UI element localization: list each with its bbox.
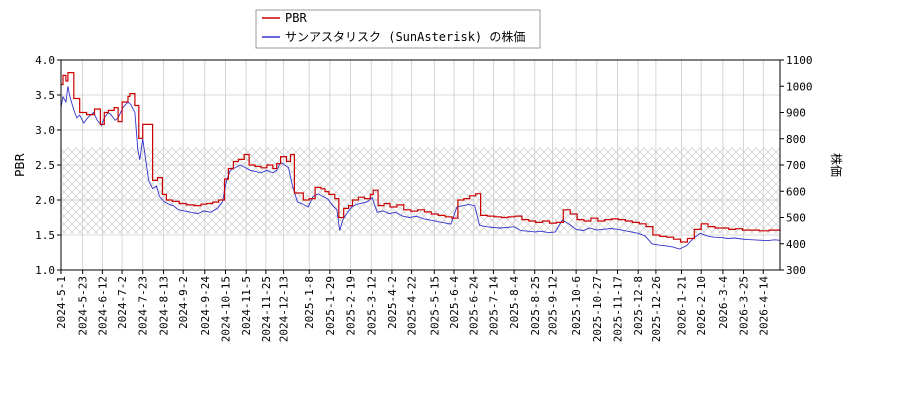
x-tick-label: 2025-6-4 — [448, 276, 461, 329]
x-tick-label: 2025-3-12 — [365, 276, 378, 336]
x-tick-label: 2026-3-25 — [738, 276, 751, 336]
x-tick-label: 2024-5-1 — [55, 276, 68, 329]
x-tick-label: 2024-11-5 — [240, 276, 253, 336]
x-tick-label: 2025-8-4 — [508, 276, 521, 329]
x-tick-label: 2024-5-23 — [77, 276, 90, 336]
x-tick-label: 2026-3-4 — [717, 276, 730, 329]
x-tick-label: 2024-9-2 — [177, 276, 190, 329]
x-tick-label: 2024-10-15 — [219, 276, 232, 342]
x-tick-label: 2026-2-10 — [695, 276, 708, 336]
y-left-tick-label: 1.5 — [35, 229, 55, 242]
y-right-tick-label: 600 — [786, 185, 806, 198]
x-tick-label: 2024-11-25 — [260, 276, 273, 342]
x-tick-label: 2026-1-21 — [676, 276, 689, 336]
x-tick-label: 2024-6-12 — [96, 276, 109, 336]
x-tick-label: 2024-9-24 — [199, 276, 212, 336]
x-tick-label: 2025-10-27 — [591, 276, 604, 342]
x-tick-label: 2025-10-6 — [570, 276, 583, 336]
legend-box — [255, 9, 541, 49]
x-tick-label: 2025-2-19 — [345, 276, 358, 336]
x-tick-label: 2025-1-8 — [303, 276, 316, 329]
legend: PBR サンアスタリスク (SunAsterisk) の株価 — [255, 9, 541, 49]
pbr-range-band — [61, 147, 780, 234]
y-axis-right-title: 株価 — [829, 153, 844, 177]
legend-label-stock-price: サンアスタリスク (SunAsterisk) の株価 — [285, 29, 525, 44]
x-axis-ticks: 2024-5-1 2024-5-23 2024-6-12 2024-7-2 2024-7… — [55, 270, 770, 342]
x-tick-label: 2024-7-2 — [116, 276, 129, 329]
y-left-tick-label: 2.5 — [35, 159, 55, 172]
y-right-tick-label: 700 — [786, 159, 806, 172]
y-left-tick-label: 1.0 — [35, 264, 55, 277]
x-tick-label: 2025-12-26 — [650, 276, 663, 342]
x-tick-label: 2025-7-14 — [487, 276, 500, 336]
y-axis-left-title: PBR — [13, 153, 27, 177]
series-line-pbr — [61, 72, 780, 243]
x-tick-label: 2025-9-12 — [546, 276, 559, 336]
x-tick-label: 2024-8-13 — [157, 276, 170, 336]
x-tick-label: 2026-4-14 — [757, 276, 770, 336]
x-tick-label: 2024-12-13 — [278, 276, 291, 342]
x-tick-label: 2025-11-17 — [611, 276, 624, 342]
x-tick-label: 2025-4-22 — [406, 276, 419, 336]
y-left-tick-label: 3.5 — [35, 89, 55, 102]
y-right-tick-label: 400 — [786, 238, 806, 251]
y-right-tick-label: 1000 — [786, 80, 813, 93]
legend-label-pbr: PBR — [285, 11, 307, 25]
y-axis-left-ticks: 1.0 1.5 2.0 2.5 3.0 3.5 4.0 — [35, 54, 61, 277]
y-right-tick-label: 300 — [786, 264, 806, 277]
y-left-tick-label: 2.0 — [35, 194, 55, 207]
x-tick-label: 2025-8-25 — [529, 276, 542, 336]
x-tick-label: 2025-5-15 — [428, 276, 441, 336]
y-right-tick-label: 500 — [786, 212, 806, 225]
x-tick-label: 2025-4-2 — [386, 276, 399, 329]
series-line-stock-price — [61, 86, 780, 250]
y-right-tick-label: 800 — [786, 133, 806, 146]
y-left-tick-label: 4.0 — [35, 54, 55, 67]
x-tick-label: 2025-6-24 — [468, 276, 481, 336]
y-left-tick-label: 3.0 — [35, 124, 55, 137]
x-tick-label: 2024-7-23 — [137, 276, 150, 336]
y-axis-right-ticks: 300 400 500 600 700 800 900 1000 1100 — [780, 54, 813, 277]
y-right-tick-label: 1100 — [786, 54, 813, 67]
x-tick-label: 2025-12-8 — [632, 276, 645, 336]
x-tick-label: 2025-1-29 — [324, 276, 337, 336]
y-right-tick-label: 900 — [786, 107, 806, 120]
